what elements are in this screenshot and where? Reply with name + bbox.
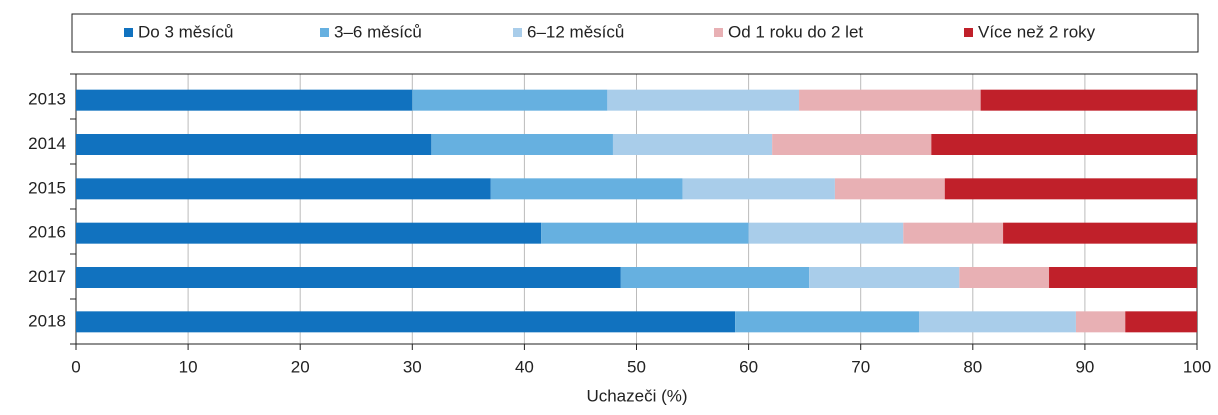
bar-segment bbox=[620, 267, 810, 288]
bar-segment bbox=[431, 134, 613, 155]
bar-segment bbox=[1075, 311, 1126, 333]
bar-segment bbox=[607, 89, 800, 111]
bar-segment bbox=[76, 311, 736, 333]
bar-segment bbox=[76, 222, 542, 244]
y-tick-label: 2015 bbox=[28, 178, 66, 197]
bar-segment bbox=[1003, 222, 1197, 244]
y-tick-label: 2017 bbox=[28, 267, 66, 286]
bar-segment bbox=[980, 89, 1197, 111]
bar-segment bbox=[76, 89, 413, 111]
x-axis-label: Uchazeči (%) bbox=[586, 386, 687, 405]
x-tick-label: 80 bbox=[963, 357, 982, 376]
y-tick-label: 2016 bbox=[28, 223, 66, 242]
bar-segment bbox=[809, 267, 960, 288]
bar-segment bbox=[931, 134, 1197, 155]
y-tick-label: 2014 bbox=[28, 134, 66, 153]
bar-segment bbox=[748, 222, 904, 244]
x-tick-label: 10 bbox=[179, 357, 198, 376]
legend-box bbox=[71, 13, 1199, 53]
x-tick-label: 60 bbox=[739, 357, 758, 376]
bar-segment bbox=[834, 178, 945, 200]
y-tick-label: 2018 bbox=[28, 311, 66, 330]
bar-segment bbox=[959, 267, 1050, 288]
bar-segment bbox=[799, 89, 981, 111]
bar-segment bbox=[682, 178, 835, 200]
bar-segment bbox=[903, 222, 1004, 244]
legend-swatch bbox=[320, 28, 329, 37]
bar-segment bbox=[76, 134, 432, 155]
bar-segment bbox=[76, 178, 491, 200]
bar-segment bbox=[76, 267, 621, 288]
legend-label: Do 3 měsíců bbox=[138, 22, 233, 41]
legend-label: Více než 2 roky bbox=[978, 22, 1096, 41]
x-tick-label: 40 bbox=[515, 357, 534, 376]
legend-label: 3–6 měsíců bbox=[334, 22, 422, 41]
x-tick-label: 50 bbox=[627, 357, 646, 376]
y-tick-label: 2013 bbox=[28, 90, 66, 109]
x-tick-label: 90 bbox=[1075, 357, 1094, 376]
legend-label: Od 1 roku do 2 let bbox=[728, 22, 863, 41]
legend-label: 6–12 měsíců bbox=[527, 22, 624, 41]
legend-swatch bbox=[124, 28, 133, 37]
bar-segment bbox=[490, 178, 683, 200]
bar-segment bbox=[944, 178, 1197, 200]
x-tick-label: 100 bbox=[1183, 357, 1211, 376]
x-tick-label: 30 bbox=[403, 357, 422, 376]
legend-swatch bbox=[714, 28, 723, 37]
x-tick-label: 0 bbox=[71, 357, 80, 376]
bar-segment bbox=[918, 311, 1076, 333]
bar-segment bbox=[612, 134, 773, 155]
bar-segment bbox=[1049, 267, 1197, 288]
legend-swatch bbox=[964, 28, 973, 37]
legend-swatch bbox=[513, 28, 522, 37]
bar-segment bbox=[412, 89, 608, 111]
x-tick-label: 70 bbox=[851, 357, 870, 376]
x-tick-label: 20 bbox=[291, 357, 310, 376]
bar-segment bbox=[541, 222, 749, 244]
bar-segment bbox=[1125, 311, 1197, 333]
bar-segment bbox=[772, 134, 932, 155]
bar-segment bbox=[735, 311, 919, 333]
